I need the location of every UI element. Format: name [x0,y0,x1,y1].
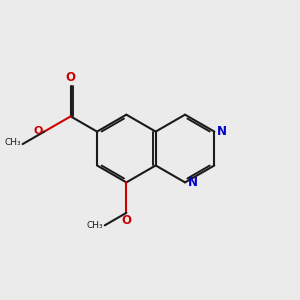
Text: O: O [66,70,76,83]
Text: CH₃: CH₃ [86,221,103,230]
Text: N: N [217,125,227,138]
Text: O: O [122,214,131,227]
Text: O: O [33,126,43,136]
Text: N: N [188,176,198,189]
Text: CH₃: CH₃ [4,138,21,147]
